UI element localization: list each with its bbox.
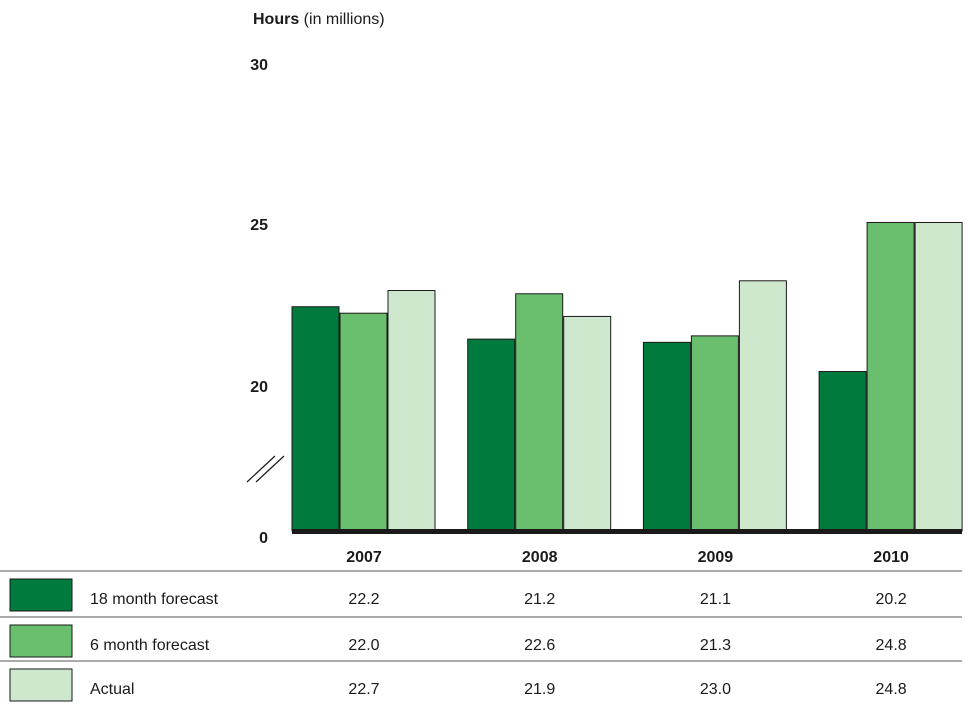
axis-break-line	[246, 455, 276, 483]
table-cell: 21.2	[524, 591, 555, 608]
table-cell: 23.0	[700, 681, 731, 698]
legend-swatch	[9, 578, 73, 612]
axis-break-line	[255, 455, 285, 483]
table-cell: 20.2	[876, 591, 907, 608]
x-tick-label: 2010	[873, 549, 909, 566]
chart-title: Hours (in millions)	[253, 11, 385, 28]
x-axis-baseline	[292, 529, 962, 534]
table-cell: 22.7	[348, 681, 379, 698]
legend-label: 6 month forecast	[90, 637, 210, 654]
bar	[291, 306, 340, 532]
bar	[866, 221, 915, 532]
data-table: 18 month forecast 22.2 21.2 21.1 20.2 6 month…	[0, 570, 962, 702]
bars	[291, 221, 963, 532]
bar	[387, 290, 436, 532]
table-cell: 21.1	[700, 591, 731, 608]
x-tick-label: 2008	[522, 549, 558, 566]
x-tick-label: 2009	[698, 549, 734, 566]
bar	[563, 315, 612, 532]
y-tick-label: 30	[250, 57, 268, 74]
table-cell: 21.9	[524, 681, 555, 698]
chart-title-rest: (in millions)	[299, 11, 384, 28]
bar	[690, 335, 739, 532]
y-tick-label: 0	[259, 530, 268, 547]
table-cell: 22.2	[348, 591, 379, 608]
bar	[467, 338, 516, 532]
bar	[738, 280, 787, 532]
table-cell: 22.6	[524, 637, 555, 654]
bar	[515, 293, 564, 532]
x-axis-labels: 2007 2008 2009 2010	[346, 549, 909, 566]
chart-title-bold: Hours	[253, 11, 299, 28]
bar	[339, 312, 388, 532]
y-tick-label: 25	[250, 217, 268, 234]
table-cell: 22.0	[348, 637, 379, 654]
y-axis-ticks: 30 25 20 0	[250, 57, 268, 547]
bar	[642, 341, 691, 532]
legend-label: Actual	[90, 681, 134, 698]
legend-swatch	[9, 668, 73, 702]
x-tick-label: 2007	[346, 549, 382, 566]
table-cell: 24.8	[876, 681, 907, 698]
axis-break-mark	[246, 455, 285, 483]
bar	[914, 221, 963, 532]
table-cell: 24.8	[876, 637, 907, 654]
x-axis	[292, 529, 962, 534]
legend-label: 18 month forecast	[90, 591, 219, 608]
bar	[818, 371, 867, 532]
table-cell: 21.3	[700, 637, 731, 654]
y-tick-label: 20	[250, 379, 268, 396]
legend-swatch	[9, 624, 73, 658]
